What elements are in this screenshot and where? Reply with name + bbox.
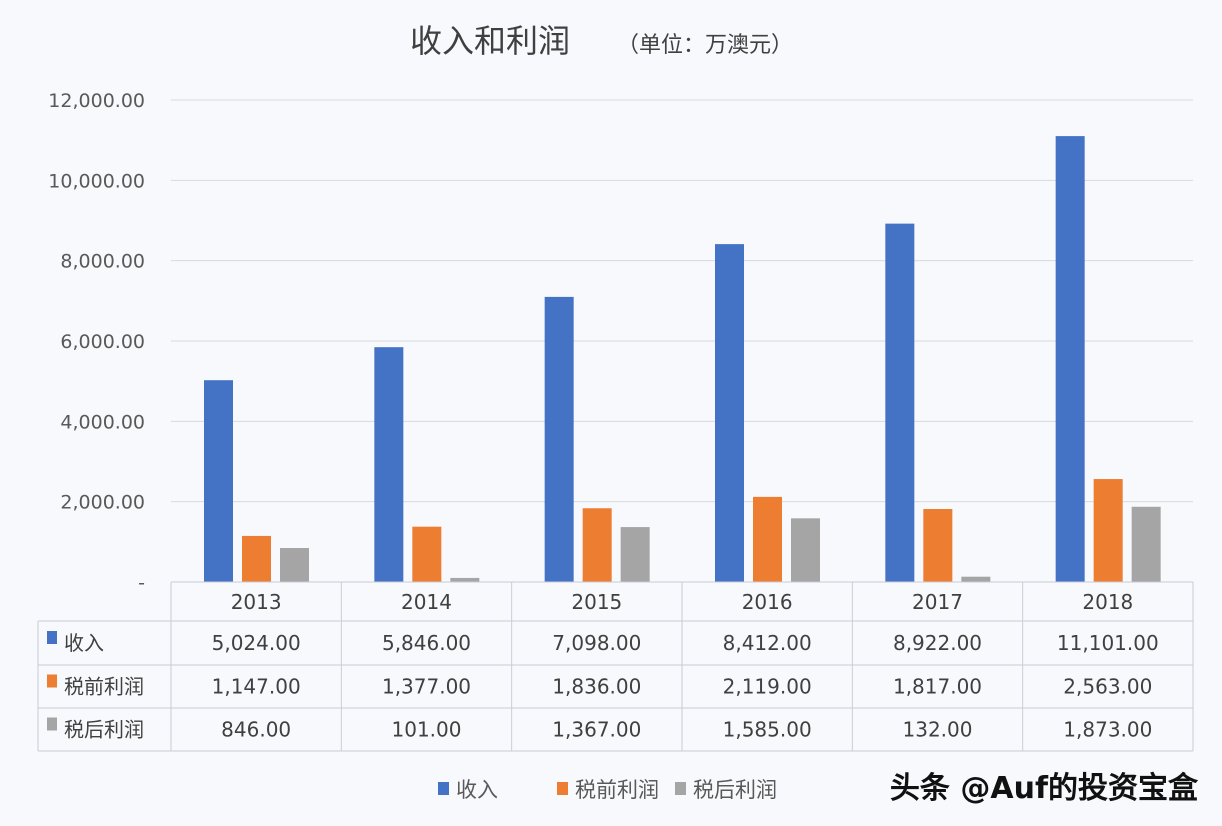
table-series-label: 税前利润 (64, 675, 144, 699)
table-cell: 8,412.00 (723, 631, 812, 655)
table-cell: 1,836.00 (552, 675, 641, 699)
table-cell: 132.00 (903, 718, 973, 742)
x-tick-label: 2017 (912, 590, 963, 614)
y-tick-label: 4,000.00 (60, 411, 145, 433)
table-cell: 1,147.00 (212, 675, 301, 699)
table-legend-swatch (47, 674, 57, 688)
bar-2018-1 (1093, 479, 1123, 582)
bar-2015-1 (582, 508, 612, 582)
table-cell: 2,563.00 (1063, 675, 1152, 699)
y-tick-label: 12,000.00 (48, 90, 145, 112)
table-legend-swatch (47, 631, 57, 644)
legend-swatch (557, 782, 568, 795)
chart-title: 收入和利润 (410, 22, 570, 60)
legend-swatch (438, 782, 449, 795)
bar-2016-2 (791, 518, 820, 582)
table-cell: 8,922.00 (893, 631, 982, 655)
bar-2015-2 (620, 527, 650, 582)
bar-2015-0 (544, 296, 574, 582)
table-legend-swatch (47, 717, 57, 731)
legend-label: 税后利润 (693, 778, 777, 802)
bar-2016-0 (715, 244, 744, 583)
legend-label: 税前利润 (575, 778, 659, 802)
table-cell: 5,024.00 (212, 631, 301, 655)
y-tick-label: 8,000.00 (60, 251, 145, 273)
bar-2016-1 (753, 496, 782, 582)
table-series-label: 收入 (64, 631, 104, 655)
y-tick-label: 10,000.00 (48, 170, 145, 192)
y-tick-label: 6,000.00 (60, 331, 145, 353)
x-tick-label: 2018 (1082, 590, 1133, 614)
bar-2014-0 (374, 347, 404, 582)
bar-2017-1 (923, 509, 953, 582)
table-cell: 1,367.00 (552, 718, 641, 742)
table-cell: 846.00 (221, 718, 291, 742)
table-cell: 1,377.00 (382, 675, 471, 699)
bar-2014-1 (412, 526, 442, 582)
x-tick-label: 2014 (401, 590, 452, 614)
legend-swatch (675, 782, 686, 795)
bar-2017-2 (961, 576, 991, 582)
table-cell: 1,873.00 (1063, 718, 1152, 742)
table-cell: 5,846.00 (382, 631, 471, 655)
x-tick-label: 2015 (571, 590, 622, 614)
table-cell: 1,585.00 (723, 718, 812, 742)
bar-2014-2 (450, 577, 480, 582)
x-tick-label: 2016 (742, 590, 793, 614)
bar-2017-0 (885, 223, 915, 582)
bar-2013-1 (242, 535, 271, 582)
table-cell: 11,101.00 (1057, 631, 1159, 655)
table-cell: 7,098.00 (552, 631, 641, 655)
bar-2018-0 (1055, 136, 1085, 582)
watermark: 头条 @Auf的投资宝盒 (890, 771, 1199, 806)
bar-2013-2 (280, 548, 309, 582)
legend-label: 收入 (456, 778, 498, 802)
y-tick-label: - (138, 572, 145, 594)
bar-2013-0 (204, 380, 233, 582)
chart-subtitle: （单位：万澳元） (617, 33, 793, 58)
bar-2018-2 (1131, 506, 1161, 582)
y-tick-label: 2,000.00 (60, 492, 145, 514)
table-cell: 1,817.00 (893, 675, 982, 699)
table-series-label: 税后利润 (64, 718, 144, 742)
table-cell: 2,119.00 (723, 675, 812, 699)
table-cell: 101.00 (392, 718, 462, 742)
x-tick-label: 2013 (231, 590, 282, 614)
